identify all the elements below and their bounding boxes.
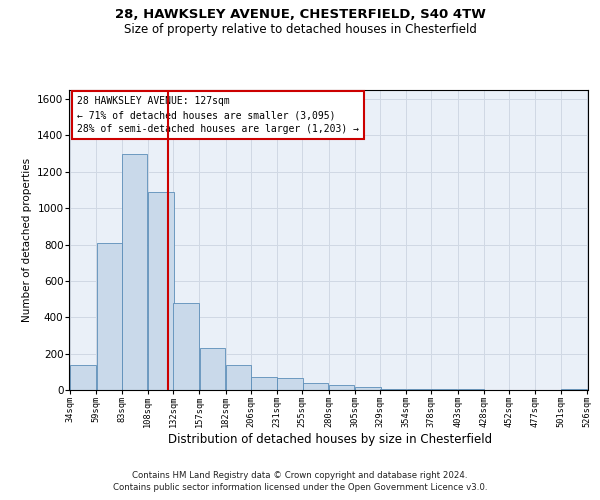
- Bar: [97, 242, 122, 390]
- Bar: [200, 348, 225, 390]
- Text: 28, HAWKSLEY AVENUE, CHESTERFIELD, S40 4TW: 28, HAWKSLEY AVENUE, CHESTERFIELD, S40 4…: [115, 8, 485, 20]
- Bar: [432, 389, 457, 390]
- Bar: [355, 388, 380, 390]
- Y-axis label: Number of detached properties: Number of detached properties: [22, 158, 32, 322]
- Bar: [226, 364, 251, 390]
- Bar: [458, 389, 484, 390]
- Bar: [70, 364, 96, 390]
- Text: Contains HM Land Registry data © Crown copyright and database right 2024.: Contains HM Land Registry data © Crown c…: [132, 471, 468, 480]
- Text: Size of property relative to detached houses in Chesterfield: Size of property relative to detached ho…: [124, 22, 476, 36]
- Text: Contains public sector information licensed under the Open Government Licence v3: Contains public sector information licen…: [113, 484, 487, 492]
- Text: Distribution of detached houses by size in Chesterfield: Distribution of detached houses by size …: [168, 432, 492, 446]
- Bar: [277, 378, 303, 390]
- Bar: [148, 192, 173, 390]
- Bar: [329, 386, 355, 390]
- Bar: [173, 302, 199, 390]
- Bar: [561, 389, 587, 390]
- Bar: [302, 382, 328, 390]
- Bar: [122, 154, 148, 390]
- Bar: [380, 389, 406, 390]
- Bar: [407, 389, 432, 390]
- Bar: [251, 378, 277, 390]
- Text: 28 HAWKSLEY AVENUE: 127sqm
← 71% of detached houses are smaller (3,095)
28% of s: 28 HAWKSLEY AVENUE: 127sqm ← 71% of deta…: [77, 96, 359, 134]
